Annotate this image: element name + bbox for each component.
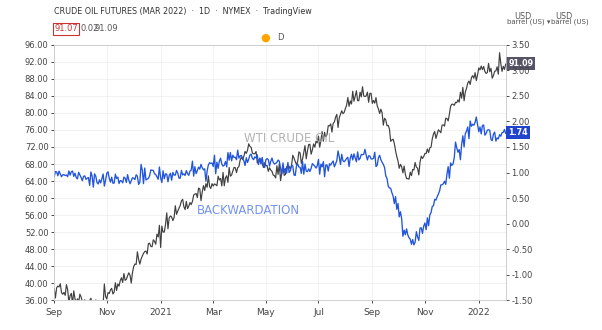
Text: BACKWARDATION: BACKWARDATION	[197, 204, 300, 217]
Text: 1.74: 1.74	[508, 128, 528, 137]
Text: 91.09: 91.09	[508, 59, 533, 68]
Text: WTI CRUDE OIL: WTI CRUDE OIL	[244, 132, 335, 145]
Text: CRUDE OIL FUTURES (MAR 2022)  ·  1D  ·  NYMEX  ·  TradingView: CRUDE OIL FUTURES (MAR 2022) · 1D · NYME…	[54, 7, 312, 16]
Text: 91.07: 91.07	[54, 24, 78, 33]
Text: CLH2022-CLJ2022, NYMEX  1.74  -0.09  (-4.92%): CLH2022-CLJ2022, NYMEX 1.74 -0.09 (-4.92…	[54, 47, 238, 56]
Text: 91.09: 91.09	[95, 24, 119, 33]
Text: ●: ●	[260, 33, 270, 43]
Text: barrel (US) ▾: barrel (US) ▾	[507, 18, 551, 25]
Text: 0.02: 0.02	[81, 24, 99, 33]
Text: D: D	[277, 33, 284, 42]
Text: USD: USD	[555, 12, 573, 20]
Text: USD: USD	[515, 12, 532, 20]
Text: barrel (US): barrel (US)	[551, 18, 589, 25]
